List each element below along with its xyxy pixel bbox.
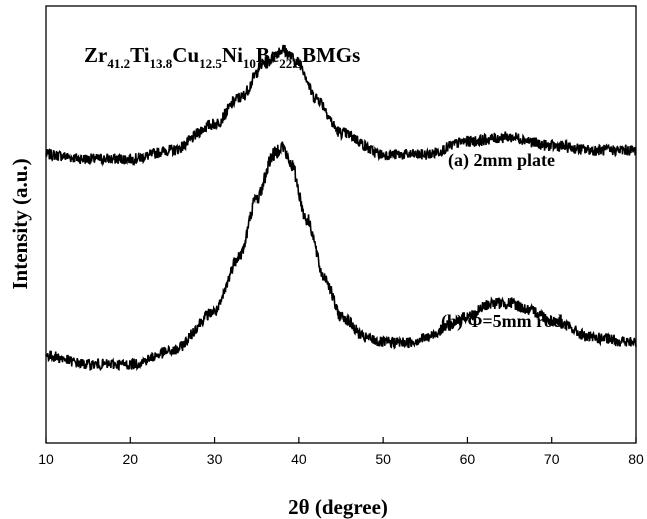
x-tick-label: 10 xyxy=(38,451,54,467)
x-tick-label: 20 xyxy=(122,451,138,467)
x-axis-label: 2θ (degree) xyxy=(288,495,388,519)
x-tick-label: 60 xyxy=(460,451,476,467)
title-subscript: 12.5 xyxy=(199,56,222,71)
x-tick-label: 70 xyxy=(544,451,560,467)
title-element: BMGs xyxy=(302,43,360,67)
series-b-label: (b) Φ=5mm rod xyxy=(441,311,563,332)
series-b-line xyxy=(45,141,637,372)
x-tick-label: 40 xyxy=(291,451,307,467)
title-subscript: 41.2 xyxy=(107,56,130,71)
title-subscript: 13.8 xyxy=(150,56,173,71)
title-element: Ni xyxy=(222,43,243,67)
title-subscript: 22.5 xyxy=(279,56,302,71)
x-tick-label: 50 xyxy=(375,451,391,467)
title-element: Be xyxy=(256,43,279,67)
title-element: Zr xyxy=(84,43,107,67)
series-group xyxy=(45,44,637,372)
y-axis-label: Intensity (a.u.) xyxy=(8,158,32,289)
title-element: Ti xyxy=(130,43,150,67)
plot-frame xyxy=(45,5,637,444)
x-tick-label: 80 xyxy=(628,451,644,467)
x-tick-label: 30 xyxy=(207,451,223,467)
series-a-label: (a) 2mm plate xyxy=(448,150,555,171)
title-element: Cu xyxy=(172,43,199,67)
chart-title: Zr41.2Ti13.8Cu12.5Ni10Be22.5BMGs xyxy=(84,43,360,71)
title-subscript: 10 xyxy=(243,56,256,71)
series-a-line xyxy=(45,44,637,167)
x-axis-ticks: 10 20 30 40 50 60 70 80 xyxy=(38,437,644,467)
